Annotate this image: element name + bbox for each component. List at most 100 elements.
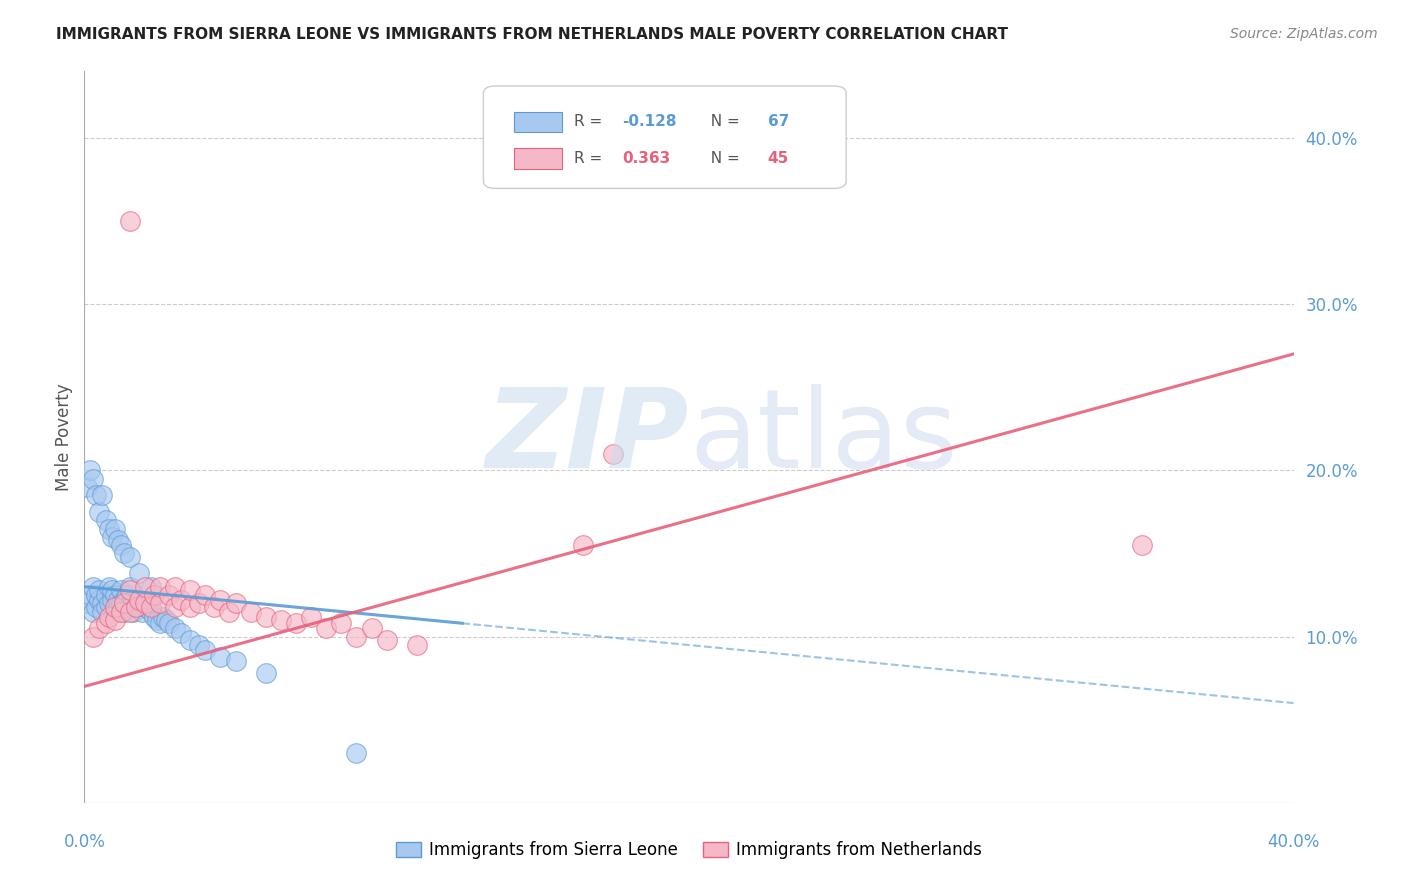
Point: [118, 580, 141, 594]
Point: [170, 593, 193, 607]
Point: [330, 616, 353, 631]
Point: [91, 488, 114, 502]
Point: [375, 632, 398, 647]
Point: [155, 613, 177, 627]
Point: [94, 513, 117, 527]
Point: [157, 616, 180, 631]
Point: [270, 613, 292, 627]
Legend: Immigrants from Sierra Leone, Immigrants from Netherlands: Immigrants from Sierra Leone, Immigrants…: [388, 833, 990, 868]
Point: [110, 538, 132, 552]
Point: [179, 599, 201, 614]
Point: [100, 593, 122, 607]
FancyBboxPatch shape: [513, 112, 562, 132]
Point: [149, 616, 172, 631]
Point: [285, 616, 308, 631]
Point: [1130, 538, 1153, 552]
Point: [104, 599, 127, 614]
Point: [118, 582, 141, 597]
Point: [170, 626, 193, 640]
Point: [572, 538, 595, 552]
Point: [142, 588, 165, 602]
Point: [139, 580, 162, 594]
Point: [82, 605, 104, 619]
Point: [86, 588, 108, 602]
Point: [97, 609, 120, 624]
Point: [194, 643, 217, 657]
Text: 0.363: 0.363: [623, 151, 671, 166]
Point: [79, 588, 101, 602]
Point: [194, 588, 217, 602]
Text: atlas: atlas: [689, 384, 957, 491]
Point: [165, 580, 187, 594]
Point: [121, 593, 143, 607]
Point: [107, 599, 129, 614]
Point: [315, 621, 337, 635]
Point: [97, 596, 120, 610]
Text: 45: 45: [768, 151, 789, 166]
Point: [134, 599, 156, 614]
Point: [209, 649, 232, 664]
Point: [602, 447, 624, 461]
Point: [104, 521, 127, 535]
Text: -0.128: -0.128: [623, 114, 676, 129]
Text: 40.0%: 40.0%: [1267, 833, 1320, 851]
Point: [188, 596, 211, 610]
Text: 67: 67: [768, 114, 789, 129]
Point: [107, 593, 129, 607]
Point: [225, 655, 247, 669]
Point: [104, 613, 127, 627]
Point: [118, 605, 141, 619]
Point: [107, 533, 129, 548]
Point: [89, 582, 111, 597]
Point: [112, 546, 135, 560]
Point: [100, 582, 122, 597]
Point: [128, 596, 150, 610]
Point: [97, 521, 120, 535]
Point: [346, 630, 368, 644]
Point: [76, 480, 98, 494]
Point: [202, 599, 225, 614]
Point: [112, 593, 135, 607]
Point: [121, 605, 143, 619]
FancyBboxPatch shape: [484, 86, 846, 188]
Point: [188, 638, 211, 652]
Text: N =: N =: [702, 151, 745, 166]
Point: [157, 588, 180, 602]
Point: [76, 596, 98, 610]
Point: [112, 605, 135, 619]
Point: [225, 596, 247, 610]
Text: Source: ZipAtlas.com: Source: ZipAtlas.com: [1230, 27, 1378, 41]
Point: [112, 596, 135, 610]
Point: [149, 596, 172, 610]
Text: IMMIGRANTS FROM SIERRA LEONE VS IMMIGRANTS FROM NETHERLANDS MALE POVERTY CORRELA: IMMIGRANTS FROM SIERRA LEONE VS IMMIGRAN…: [56, 27, 1008, 42]
Point: [118, 549, 141, 564]
Point: [100, 530, 122, 544]
Point: [128, 566, 150, 581]
Point: [86, 488, 108, 502]
Point: [179, 632, 201, 647]
Point: [136, 596, 159, 610]
Point: [131, 605, 153, 619]
Point: [104, 605, 127, 619]
Point: [139, 605, 162, 619]
Point: [89, 593, 111, 607]
Point: [360, 621, 382, 635]
Point: [118, 596, 141, 610]
Point: [346, 746, 368, 760]
Point: [254, 666, 277, 681]
FancyBboxPatch shape: [513, 148, 562, 169]
Point: [89, 505, 111, 519]
Point: [149, 580, 172, 594]
Point: [89, 621, 111, 635]
Point: [115, 588, 138, 602]
Text: R =: R =: [574, 151, 607, 166]
Point: [165, 599, 187, 614]
Point: [125, 599, 148, 614]
Point: [165, 621, 187, 635]
Text: R =: R =: [574, 114, 607, 129]
Point: [94, 588, 117, 602]
Point: [209, 593, 232, 607]
Point: [94, 599, 117, 614]
Point: [82, 630, 104, 644]
Point: [142, 609, 165, 624]
